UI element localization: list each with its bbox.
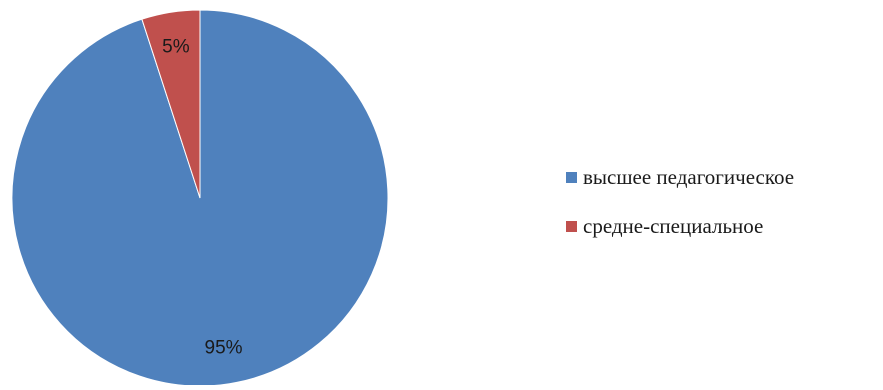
chart-legend: высшее педагогическое средне-специальное [566, 162, 794, 260]
pie-slice-1 [141, 9, 201, 199]
legend-item-secondary-special: средне-специальное [566, 211, 794, 241]
legend-swatch-secondary-special [566, 220, 577, 232]
legend-label-higher-pedagogical: высшее педагогическое [583, 164, 795, 189]
pie-data-labels: 95% 5% [162, 37, 242, 359]
legend-label-secondary-special: средне-специальное [583, 213, 764, 238]
pie-data-label-0: 95% [205, 338, 243, 359]
pie-data-label-1: 5% [162, 37, 190, 58]
pie-slices [11, 9, 389, 387]
legend-item-higher-pedagogical: высшее педагогическое [566, 162, 794, 192]
legend-swatch-higher-pedagogical [566, 171, 577, 183]
